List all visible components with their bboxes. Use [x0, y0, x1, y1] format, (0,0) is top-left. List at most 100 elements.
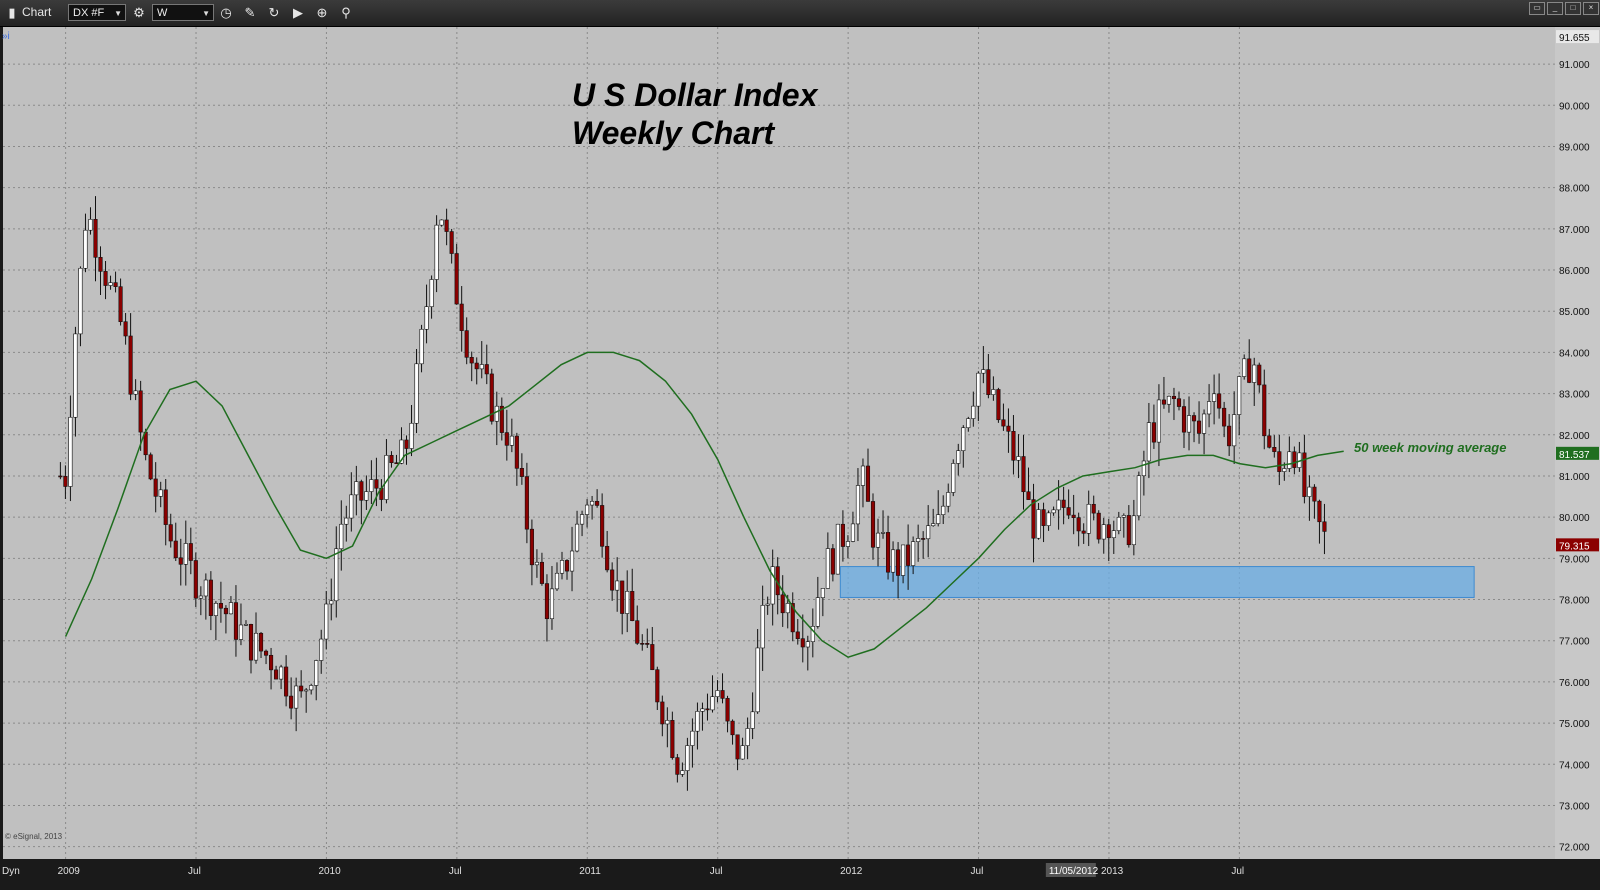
candle-body [885, 532, 891, 573]
clock-icon[interactable]: ◷ [220, 5, 232, 20]
candle-body [474, 362, 479, 370]
candle-body [1106, 524, 1111, 539]
candle-body [735, 734, 740, 760]
candle-body [1176, 398, 1182, 407]
gear-icon[interactable]: ⚙ [133, 5, 145, 20]
candle-body [534, 561, 539, 566]
candle-body [439, 219, 444, 226]
candle-body [118, 286, 123, 323]
candle-body [916, 538, 921, 542]
y-tick-label: 84.000 [1559, 348, 1590, 359]
x-tick-label: Jul [1231, 866, 1244, 877]
candle-body [1277, 451, 1282, 472]
candle-body [655, 669, 660, 703]
candle-body [765, 603, 770, 606]
info-icon[interactable]: »i [2, 31, 10, 42]
candle-body [966, 418, 971, 429]
play-icon[interactable]: ▶ [293, 5, 303, 20]
pencil-icon[interactable]: ✎ [244, 5, 256, 20]
candle-body [835, 523, 840, 575]
candle-body [349, 494, 354, 519]
candle-body [1202, 413, 1207, 434]
candle-body [574, 523, 580, 552]
refresh-icon[interactable]: ↻ [268, 5, 280, 20]
candle-body [1322, 521, 1327, 532]
candle-body [489, 373, 494, 422]
candle-body [1046, 512, 1051, 526]
candle-body [1041, 509, 1046, 526]
candle-body [108, 282, 113, 286]
restore-window-icon[interactable]: ▭ [1529, 2, 1545, 15]
candle-body [258, 632, 264, 652]
candle-body [83, 229, 88, 269]
candle-body [860, 465, 866, 486]
candle-body [274, 669, 279, 680]
candle-body [780, 594, 785, 614]
candle-body [113, 282, 118, 287]
link-icon[interactable]: ⚲ [341, 5, 351, 20]
price-chart[interactable]: 91.000 90.000 89.000 88.000 87.000 86.000 85.0… [0, 27, 1600, 885]
candle-body [580, 514, 585, 525]
candle-body [1006, 425, 1011, 432]
candle-body [514, 435, 519, 469]
interval-selector[interactable]: W ▼ [152, 4, 214, 21]
candle-body [600, 505, 605, 547]
candle-body [1267, 435, 1272, 448]
candle-body [1247, 358, 1252, 383]
candle-body [444, 219, 449, 232]
symbol-value: DX #F [73, 7, 105, 19]
zoom-icon[interactable]: ⊕ [316, 5, 328, 20]
candle-body [625, 591, 630, 614]
maximize-icon[interactable]: □ [1565, 2, 1581, 15]
candle-body [544, 583, 550, 620]
chart-area[interactable]: 91.000 90.000 89.000 88.000 87.000 86.000 85.0… [0, 27, 1600, 885]
candle-body [620, 580, 625, 614]
candle-body [299, 685, 304, 692]
candle-body [218, 603, 223, 609]
candle-body [314, 660, 319, 686]
candle-body [785, 603, 790, 614]
candle-body [1076, 517, 1081, 532]
candle-body [133, 390, 138, 395]
candle-body [128, 335, 133, 395]
candle-body [946, 492, 951, 507]
candle-body [1292, 451, 1297, 468]
candle-body [845, 541, 850, 547]
y-tick-label: 85.000 [1559, 307, 1590, 318]
y-tick-label: 82.000 [1559, 431, 1590, 442]
candle-body [279, 666, 284, 680]
candle-body [569, 550, 575, 572]
y-tick-label: 86.000 [1559, 266, 1590, 277]
candle-body [1071, 514, 1076, 518]
symbol-selector[interactable]: DX #F ▼ [68, 4, 126, 21]
candle-body [98, 257, 103, 272]
candle-body [178, 557, 183, 565]
candle-body [243, 624, 249, 626]
candle-body [389, 455, 394, 464]
candle-body [670, 720, 675, 758]
candle-body [1031, 499, 1036, 539]
candle-body [891, 549, 896, 573]
candle-body [1312, 486, 1317, 502]
candle-body [976, 372, 981, 407]
candle-body [1036, 509, 1041, 539]
candle-body [58, 475, 63, 478]
x-tick-label: 2011 [579, 866, 601, 877]
candle-body [815, 597, 820, 627]
minimize-icon[interactable]: _ [1547, 2, 1563, 15]
x-tick-label: Jul [188, 866, 201, 877]
candle-body [399, 439, 404, 464]
candle-body [1116, 516, 1121, 531]
chart-title-line-1: U S Dollar Index [572, 77, 819, 113]
candle-body [193, 560, 198, 599]
candle-body [68, 416, 73, 487]
y-tick-label: 83.000 [1559, 390, 1590, 401]
candle-body [830, 548, 835, 575]
candle-body [1016, 456, 1021, 461]
close-icon[interactable]: × [1583, 2, 1599, 15]
copyright-text: © eSignal, 2013 [5, 832, 63, 841]
crosshair-date-box [1045, 863, 1096, 877]
candle-body [840, 523, 845, 547]
candle-body [364, 491, 369, 501]
candle-body [529, 528, 534, 566]
